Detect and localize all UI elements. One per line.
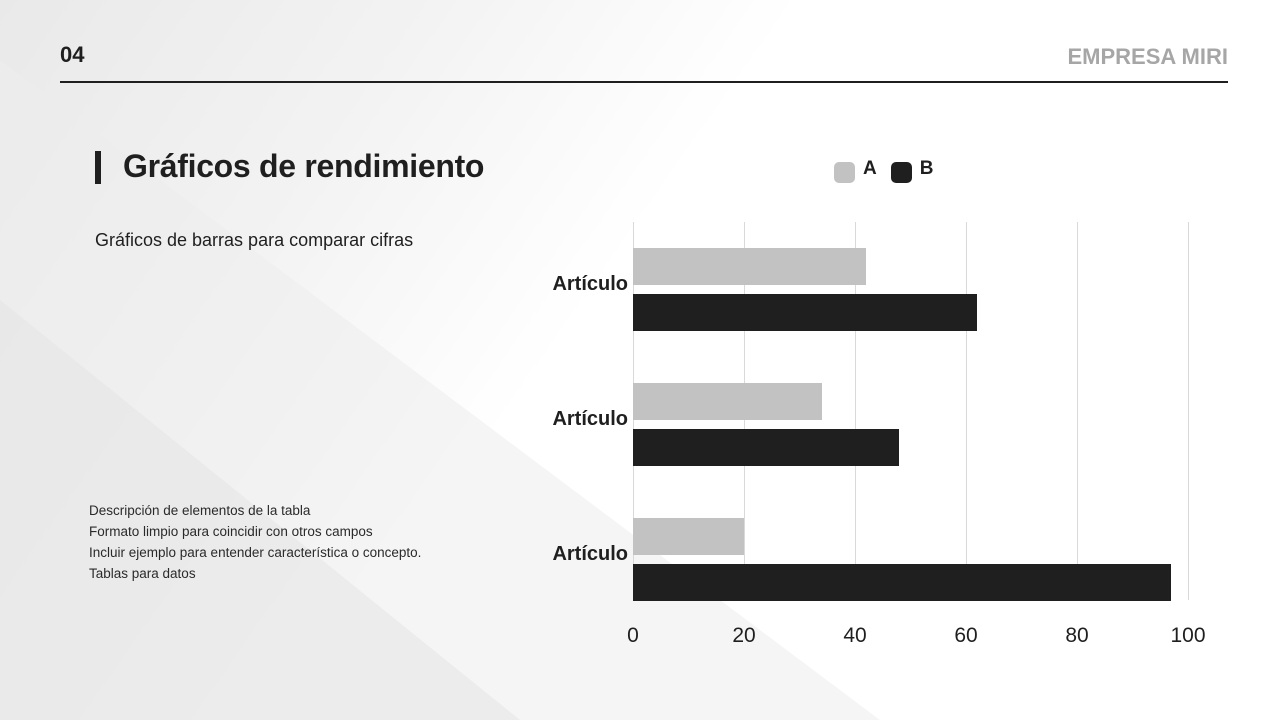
gridline bbox=[855, 222, 856, 600]
bar-b-0 bbox=[633, 294, 978, 331]
chart-legend: A B bbox=[834, 158, 933, 183]
x-tick-label: 0 bbox=[627, 624, 639, 647]
description-line: Tablas para datos bbox=[89, 566, 196, 581]
bar-b-2 bbox=[633, 564, 1172, 601]
page-title: Gráficos de rendimiento bbox=[123, 148, 485, 184]
bar-a-2 bbox=[633, 518, 744, 555]
x-tick-label: 60 bbox=[954, 624, 978, 647]
page-subtitle: Gráficos de barras para comparar cifras bbox=[95, 230, 414, 250]
description-list: Descripción de elementos de la tabla For… bbox=[89, 500, 421, 584]
category-label: Artículo bbox=[552, 273, 628, 295]
category-label: Artículo bbox=[552, 408, 628, 430]
description-line: Descripción de elementos de la tabla bbox=[89, 503, 311, 518]
description-line: Formato limpio para coincidir con otros … bbox=[89, 524, 373, 539]
legend-swatch-b bbox=[890, 162, 912, 183]
bar-a-1 bbox=[633, 383, 822, 420]
gridline bbox=[1077, 222, 1078, 600]
legend-swatch-a bbox=[834, 162, 855, 183]
legend-item-a: A bbox=[834, 158, 877, 183]
title-accent-bar bbox=[95, 151, 101, 184]
brand-name: EMPRESA MIRI bbox=[1067, 44, 1228, 69]
x-tick-label: 20 bbox=[732, 624, 756, 647]
page-number: 04 bbox=[60, 42, 85, 67]
header-divider bbox=[60, 81, 1228, 83]
gridline bbox=[966, 222, 967, 600]
x-tick-label: 100 bbox=[1170, 624, 1206, 647]
legend-label-b: B bbox=[919, 158, 934, 179]
description-line: Incluir ejemplo para entender caracterís… bbox=[89, 545, 422, 560]
category-label: Artículo bbox=[552, 543, 628, 565]
bar-b-1 bbox=[633, 429, 900, 466]
gridline bbox=[1188, 222, 1189, 600]
legend-item-b: B bbox=[890, 158, 934, 183]
legend-label-a: A bbox=[863, 158, 877, 179]
bar-a-0 bbox=[633, 248, 867, 285]
x-tick-label: 40 bbox=[843, 624, 867, 647]
x-tick-label: 80 bbox=[1065, 624, 1089, 647]
